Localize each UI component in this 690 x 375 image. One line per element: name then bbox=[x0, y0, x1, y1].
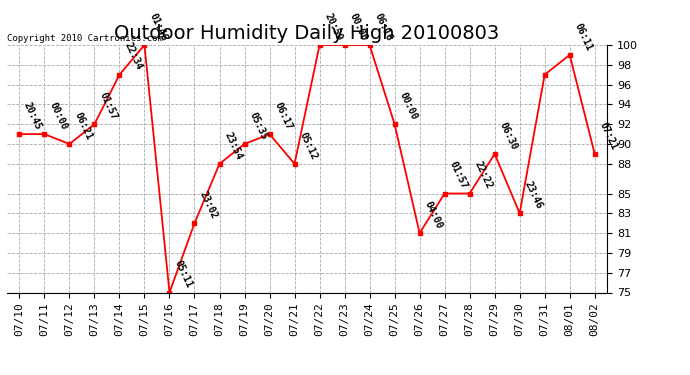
Title: Outdoor Humidity Daily High 20100803: Outdoor Humidity Daily High 20100803 bbox=[115, 24, 500, 44]
Text: 06:16: 06:16 bbox=[373, 11, 394, 42]
Text: 06:11: 06:11 bbox=[573, 21, 594, 52]
Text: 01:57: 01:57 bbox=[447, 160, 469, 191]
Text: 07:21: 07:21 bbox=[598, 120, 619, 151]
Text: 05:12: 05:12 bbox=[297, 130, 319, 161]
Text: 05:35: 05:35 bbox=[247, 110, 269, 141]
Text: 00:00: 00:00 bbox=[347, 11, 369, 42]
Text: 23:54: 23:54 bbox=[222, 130, 244, 161]
Text: 22:22: 22:22 bbox=[473, 160, 494, 191]
Text: 22:34: 22:34 bbox=[122, 41, 144, 72]
Text: 23:02: 23:02 bbox=[197, 190, 219, 220]
Text: 00:00: 00:00 bbox=[47, 100, 69, 131]
Text: 06:30: 06:30 bbox=[497, 120, 519, 151]
Text: 20:45: 20:45 bbox=[22, 100, 43, 131]
Text: 20:59: 20:59 bbox=[322, 11, 344, 42]
Text: 04:00: 04:00 bbox=[422, 200, 444, 230]
Text: 06:21: 06:21 bbox=[72, 110, 94, 141]
Text: 06:17: 06:17 bbox=[273, 100, 294, 131]
Text: 00:00: 00:00 bbox=[397, 91, 419, 122]
Text: 05:11: 05:11 bbox=[172, 259, 194, 290]
Text: 23:46: 23:46 bbox=[522, 180, 544, 210]
Text: 01:57: 01:57 bbox=[97, 91, 119, 122]
Text: 01:46: 01:46 bbox=[147, 11, 169, 42]
Text: Copyright 2010 Cartronics.com: Copyright 2010 Cartronics.com bbox=[7, 33, 163, 42]
